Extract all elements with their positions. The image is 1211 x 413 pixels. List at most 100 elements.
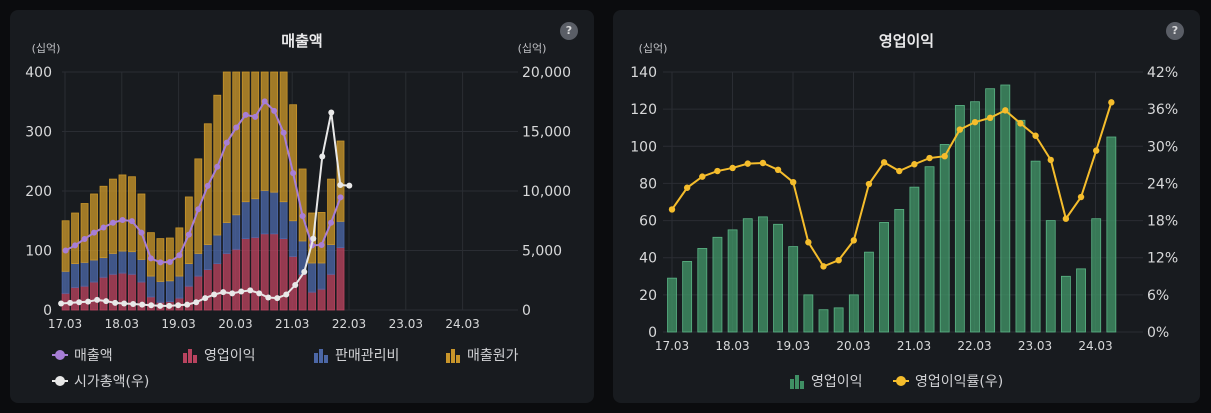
cogs-bar xyxy=(289,104,298,222)
mcap-point xyxy=(256,290,263,297)
y-tick-label-right: 12% xyxy=(1147,251,1178,267)
margin-point xyxy=(699,173,706,180)
mcap-point xyxy=(301,268,308,275)
revenue-point xyxy=(280,129,287,136)
mcap-point xyxy=(139,301,146,308)
sga-bar xyxy=(203,244,212,270)
margin-point xyxy=(714,167,721,175)
op-bar xyxy=(1106,136,1117,333)
x-tick-label: 20.03 xyxy=(218,317,252,331)
op-bar xyxy=(803,294,814,333)
op-bar xyxy=(757,216,768,333)
op-bar xyxy=(924,166,935,333)
legend-item-cogs[interactable]: 매출원가 xyxy=(445,345,519,365)
revenue-point xyxy=(195,206,202,213)
margin-point xyxy=(1047,156,1054,164)
revenue-point xyxy=(91,229,98,236)
op-bar xyxy=(667,277,677,333)
op-bar xyxy=(788,246,799,333)
margin-point xyxy=(790,178,797,186)
bar-chart-icon xyxy=(183,349,197,363)
op-bar xyxy=(251,237,260,311)
y-tick-label-left: 100 xyxy=(630,139,657,155)
margin-point xyxy=(668,206,676,213)
y-tick-label-left: 0 xyxy=(43,303,52,319)
y-tick-label-right: 42% xyxy=(1147,65,1178,81)
legend-label-mcap: 시가총액(우) xyxy=(74,374,150,390)
legend-item-sga[interactable]: 판매관리비 xyxy=(313,345,399,365)
mcap-point xyxy=(247,287,254,294)
op-bar xyxy=(232,248,241,311)
mcap-point xyxy=(112,299,119,306)
y-tick-label-right: 0% xyxy=(1147,325,1169,341)
revenue-point xyxy=(128,218,135,225)
margin-point xyxy=(971,118,979,126)
sga-bar xyxy=(317,262,326,290)
sga-bar xyxy=(279,201,288,240)
mcap-point xyxy=(292,282,299,289)
op-bar xyxy=(939,144,950,333)
margin-point xyxy=(941,152,948,160)
x-tick-label: 19.03 xyxy=(776,339,810,353)
margin-point xyxy=(1002,107,1009,114)
help-icon[interactable]: ? xyxy=(560,22,578,40)
mcap-point xyxy=(274,295,281,302)
x-tick-label: 17.03 xyxy=(655,339,689,353)
margin-point xyxy=(911,161,918,168)
y-tick-label-right: 20,000 xyxy=(522,65,571,81)
margin-point xyxy=(1077,193,1085,201)
cogs-bar xyxy=(109,178,117,254)
sga-bar xyxy=(184,263,193,287)
op-bar xyxy=(308,291,316,311)
op-bar xyxy=(336,247,345,311)
op-bar xyxy=(742,218,753,333)
mcap-point xyxy=(283,291,290,298)
revenue-point xyxy=(81,235,88,242)
y-tick-label-right: 36% xyxy=(1147,102,1178,118)
revenue-point xyxy=(214,163,221,170)
revenue-point xyxy=(166,259,173,266)
mcap-point xyxy=(67,299,74,306)
op-bar xyxy=(327,273,335,311)
op-bar xyxy=(90,281,98,311)
legend-item-mcap[interactable]: 시가총액(우) xyxy=(52,371,149,391)
sga-bar xyxy=(241,201,250,240)
margin-point xyxy=(1032,132,1039,139)
legend-item-op2[interactable]: 영업이익 xyxy=(789,371,863,391)
margin-point xyxy=(1108,99,1115,106)
revenue-chart: (십억) (십억) 400 300 200 100 0 20,000 15,000 10,000 5… xyxy=(25,42,571,331)
margin-point xyxy=(805,239,812,246)
help-icon[interactable]: ? xyxy=(1166,22,1184,40)
op-bar xyxy=(203,269,212,311)
op-bar xyxy=(1060,275,1071,333)
op-bar xyxy=(833,307,844,333)
mcap-point xyxy=(265,294,272,301)
legend-item-op[interactable]: 영업이익 xyxy=(182,345,256,365)
sga-bar xyxy=(336,220,345,248)
sga-bar xyxy=(128,251,136,275)
x-tick-label: 23.03 xyxy=(389,317,423,331)
revenue-point xyxy=(299,212,306,219)
margin-line xyxy=(671,102,1113,268)
revenue-point xyxy=(110,219,116,226)
cogs-bar xyxy=(147,232,155,277)
legend-item-margin[interactable]: 영업이익률(우) xyxy=(893,371,1003,391)
mcap-point xyxy=(310,235,317,242)
mcap-point xyxy=(328,109,335,116)
y-tick-label-left: 60 xyxy=(639,214,657,230)
sga-bar xyxy=(270,191,279,235)
op-bar xyxy=(1091,218,1102,333)
mcap-point xyxy=(337,182,344,189)
legend-label-sga: 판매관리비 xyxy=(335,348,400,364)
operating-profit-panel: 영업이익 ? (십억) 140 120 100 80 60 40 20 0 42% 36% 30% 24… xyxy=(613,10,1200,403)
legend-label-cogs: 매출원가 xyxy=(467,348,519,364)
revenue-point xyxy=(290,170,297,177)
mcap-point xyxy=(184,301,191,308)
legend-item-revenue[interactable]: 매출액 xyxy=(52,345,113,365)
x-tick-label: 22.03 xyxy=(332,317,366,331)
sga-bar xyxy=(118,250,127,274)
cogs-bar xyxy=(71,212,79,264)
sga-bar xyxy=(260,190,269,235)
cogs-bar xyxy=(251,71,260,200)
sga-bar xyxy=(194,253,203,277)
